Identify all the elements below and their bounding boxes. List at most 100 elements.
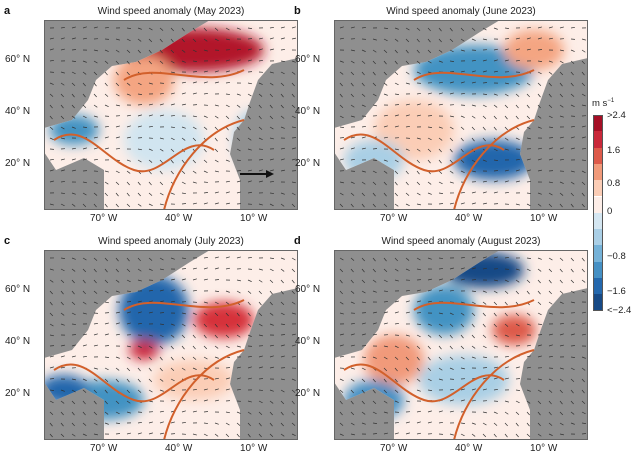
- wind-vector: [438, 312, 443, 315]
- wind-vector: [126, 268, 131, 272]
- contour-line: [343, 363, 505, 403]
- wind-vector: [482, 388, 487, 391]
- wind-vector: [537, 400, 542, 405]
- panel-letter: a: [4, 5, 11, 17]
- wind-vector: [372, 290, 377, 293]
- wind-vector: [148, 389, 153, 393]
- wind-vector: [471, 104, 476, 107]
- wind-vector: [372, 93, 377, 97]
- wind-vector: [394, 432, 399, 435]
- wind-vector: [493, 279, 498, 282]
- wind-vector: [493, 93, 498, 96]
- wind-vector: [482, 367, 488, 369]
- contour-line: [413, 299, 535, 311]
- wind-vector: [60, 389, 65, 392]
- wind-vector: [291, 378, 296, 381]
- wind-vector: [449, 27, 453, 32]
- wind-vector: [104, 170, 109, 173]
- panel-letter: c: [4, 235, 11, 247]
- wind-vector: [372, 422, 378, 424]
- wind-vector: [438, 148, 442, 153]
- wind-vector: [449, 38, 454, 42]
- wind-vector: [104, 136, 109, 139]
- wind-vector: [192, 60, 198, 62]
- wind-vector: [449, 278, 454, 281]
- wind-vector: [291, 333, 296, 336]
- wind-vector: [236, 27, 241, 30]
- anomaly-region: [364, 335, 424, 385]
- wind-vector: [170, 278, 175, 281]
- wind-vector: [504, 256, 510, 259]
- wind-vector: [416, 181, 421, 186]
- colorbar-segment: [593, 245, 603, 262]
- wind-vector: [159, 312, 165, 314]
- wind-vector: [60, 312, 65, 316]
- wind-vector: [269, 323, 274, 326]
- wind-vector: [104, 389, 108, 394]
- wind-vector: [372, 378, 376, 383]
- wind-vector: [82, 301, 87, 305]
- wind-vector: [148, 170, 152, 175]
- wind-vector: [416, 268, 421, 271]
- wind-vector: [137, 93, 143, 95]
- wind-vector: [60, 301, 64, 306]
- wind-vector: [104, 60, 109, 64]
- wind-vector: [247, 312, 251, 317]
- wind-vector: [181, 399, 186, 402]
- wind-vector: [192, 312, 197, 315]
- wind-vector: [559, 301, 564, 304]
- wind-vector: [280, 126, 285, 129]
- wind-vector: [258, 48, 263, 51]
- wind-vector: [416, 60, 421, 64]
- wind-vector: [280, 378, 285, 381]
- wind-vector: [361, 93, 366, 97]
- wind-vector: [515, 312, 520, 317]
- wind-vector: [71, 115, 76, 119]
- wind-vector: [482, 159, 487, 162]
- wind-vector: [214, 399, 219, 402]
- wind-vector: [291, 257, 296, 261]
- wind-vector: [258, 115, 262, 120]
- wind-vector: [471, 126, 475, 131]
- wind-vector: [115, 192, 119, 197]
- wind-vector: [471, 323, 475, 328]
- wind-vector: [416, 159, 420, 164]
- wind-vector: [537, 82, 542, 86]
- wind-vector: [394, 125, 399, 128]
- wind-vector: [170, 170, 174, 175]
- wind-vector: [570, 290, 575, 294]
- wind-vector: [49, 158, 55, 161]
- wind-vector: [526, 158, 531, 161]
- wind-vector: [350, 333, 355, 336]
- wind-vector: [192, 159, 196, 164]
- wind-vector: [504, 422, 508, 427]
- wind-vector: [372, 181, 377, 185]
- wind-vector: [126, 279, 131, 283]
- wind-vector: [291, 71, 296, 75]
- wind-vector: [504, 377, 509, 380]
- wind-vector: [258, 82, 263, 85]
- wind-vector: [82, 93, 86, 98]
- wind-vector: [394, 322, 400, 325]
- wind-vector: [559, 378, 564, 382]
- wind-vector: [471, 202, 476, 205]
- wind-vector: [170, 71, 175, 74]
- wind-vector: [416, 432, 421, 435]
- wind-vector: [559, 192, 564, 196]
- wind-vector: [225, 422, 230, 426]
- wind-vector: [460, 323, 464, 328]
- wind-vector: [203, 334, 207, 339]
- wind-vector: [258, 126, 263, 130]
- wind-vector: [137, 82, 142, 86]
- wind-vector: [203, 388, 208, 391]
- wind-vector: [115, 136, 120, 139]
- wind-vector: [269, 344, 274, 347]
- wind-vector: [291, 115, 296, 119]
- wind-vector: [515, 366, 520, 369]
- wind-vector: [280, 422, 284, 427]
- wind-vector: [181, 410, 186, 413]
- wind-vector: [214, 70, 219, 73]
- wind-vector: [126, 400, 131, 404]
- wind-vector: [493, 334, 498, 338]
- wind-vector: [170, 400, 176, 402]
